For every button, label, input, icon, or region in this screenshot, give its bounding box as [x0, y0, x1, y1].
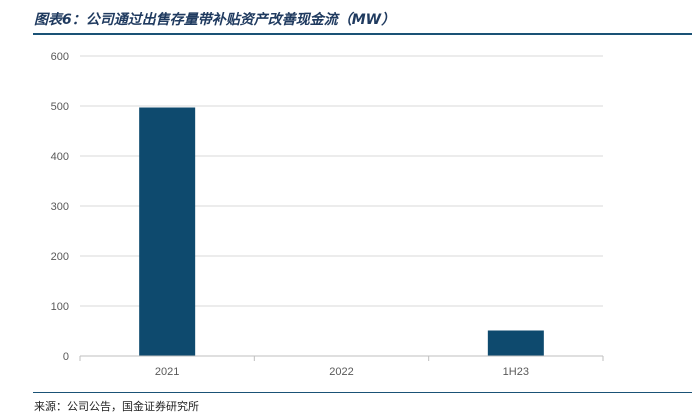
- bar-chart: 0 100 200 300 400 500 600 2021 2022 1H23: [51, 51, 604, 378]
- y-axis-ticks: 0 100 200 300 400 500 600: [51, 51, 69, 363]
- figure-title: 图表6：公司通过出售存量带补贴资产改善现金流（MW）: [34, 12, 396, 28]
- x-axis-ticks: 2021 2022 1H23: [155, 366, 529, 378]
- y-tick-label: 100: [51, 301, 69, 313]
- title-rule: [33, 33, 692, 35]
- y-tick-label: 300: [51, 201, 69, 213]
- y-tick-label: 200: [51, 251, 69, 263]
- x-tick-label: 2022: [329, 366, 353, 378]
- x-tick-label: 1H23: [503, 366, 529, 378]
- bars: [139, 107, 544, 356]
- y-tick-label: 0: [63, 351, 69, 363]
- source-rule: [33, 392, 692, 393]
- x-tick-label: 2021: [155, 366, 179, 378]
- x-axis: [79, 355, 604, 361]
- bar-1h23: [487, 330, 544, 356]
- y-tick-label: 500: [51, 101, 69, 113]
- y-tick-label: 600: [51, 51, 69, 63]
- bar-2021: [139, 107, 196, 356]
- y-tick-label: 400: [51, 151, 69, 163]
- source-note: 来源：公司公告，国金证券研究所: [34, 400, 199, 413]
